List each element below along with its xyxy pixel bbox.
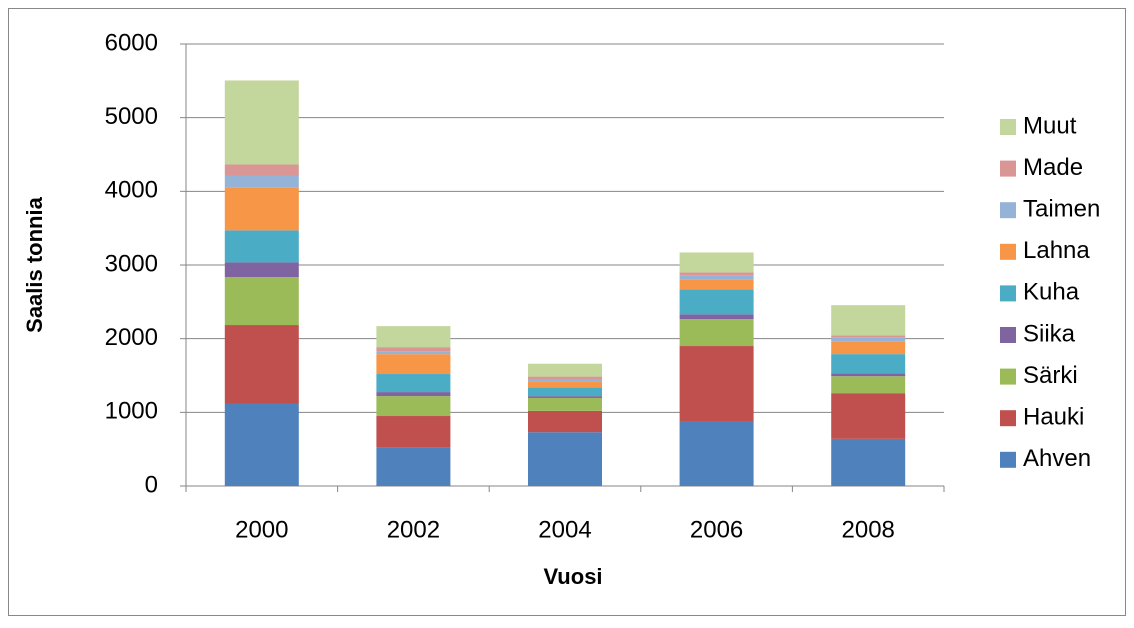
bar-segment bbox=[376, 392, 451, 397]
y-tick-label: 5000 bbox=[105, 103, 158, 130]
bar-segment bbox=[679, 319, 754, 347]
legend-label: Lahna bbox=[1023, 237, 1090, 264]
bar-segment bbox=[831, 373, 906, 377]
bar-segment bbox=[376, 351, 451, 355]
bar-segment bbox=[831, 341, 906, 355]
y-tick-label: 3000 bbox=[105, 250, 158, 277]
chart-border bbox=[8, 8, 1126, 616]
legend-label: Kuha bbox=[1023, 279, 1080, 306]
bar-segment bbox=[528, 432, 602, 486]
bar-segment bbox=[224, 262, 299, 278]
y-tick-label: 2000 bbox=[105, 324, 158, 351]
bar-segment bbox=[224, 187, 299, 231]
legend-swatch bbox=[1000, 327, 1016, 343]
bar-segment bbox=[376, 396, 451, 417]
bar-segment bbox=[831, 393, 906, 439]
bar-segment bbox=[528, 363, 602, 377]
bar-segment bbox=[224, 164, 299, 176]
bar-segment bbox=[224, 277, 299, 326]
bar-segment bbox=[831, 305, 906, 336]
bar-segment bbox=[528, 376, 602, 380]
bar-segment bbox=[528, 387, 602, 397]
bar-segment bbox=[679, 275, 754, 280]
y-tick-label: 0 bbox=[145, 471, 158, 498]
legend-swatch bbox=[1000, 119, 1016, 135]
bar-segment bbox=[679, 289, 754, 315]
bar-segment bbox=[376, 447, 451, 486]
bar-segment bbox=[528, 410, 602, 433]
bar-segment bbox=[528, 381, 602, 388]
x-axis-title: Vuosi bbox=[543, 564, 602, 589]
bar-segment bbox=[376, 326, 451, 348]
x-tick-label: 2006 bbox=[690, 516, 743, 543]
bar-segment bbox=[679, 421, 754, 486]
bar-segment bbox=[679, 252, 754, 273]
legend-swatch bbox=[1000, 410, 1016, 427]
bar-segment bbox=[679, 346, 754, 422]
legend-label: Ahven bbox=[1023, 445, 1091, 472]
bar-segment bbox=[528, 397, 602, 411]
bar-segment bbox=[224, 403, 299, 486]
x-tick-label: 2008 bbox=[842, 516, 895, 543]
bar-segment bbox=[831, 438, 906, 486]
bar-segment bbox=[679, 314, 754, 320]
legend-swatch bbox=[1000, 451, 1016, 468]
bar-segment bbox=[831, 335, 906, 338]
legend-label: Muut bbox=[1023, 112, 1077, 139]
legend-label: Särki bbox=[1023, 362, 1078, 389]
legend-label: Siika bbox=[1023, 320, 1076, 347]
legend-label: Made bbox=[1023, 154, 1083, 181]
bar-segment bbox=[224, 80, 299, 165]
bar-segment bbox=[831, 337, 906, 342]
bar-segment bbox=[679, 272, 754, 276]
legend-swatch bbox=[1000, 243, 1016, 260]
y-tick-label: 4000 bbox=[105, 177, 158, 204]
bar-segment bbox=[831, 354, 906, 374]
legend-label: Hauki bbox=[1023, 404, 1084, 431]
legend-swatch bbox=[1000, 160, 1016, 177]
bar-segment bbox=[224, 230, 299, 263]
bar-segment bbox=[224, 325, 299, 404]
legend-swatch bbox=[1000, 368, 1016, 385]
bar-segment bbox=[376, 374, 451, 393]
legend-swatch bbox=[1000, 202, 1016, 219]
legend-swatch bbox=[1000, 285, 1016, 302]
bar-segment bbox=[528, 379, 602, 382]
bar-segment bbox=[376, 416, 451, 448]
y-tick-label: 6000 bbox=[105, 29, 158, 56]
y-axis-title: Saalis tonnia bbox=[22, 196, 47, 332]
bar-segment bbox=[224, 175, 299, 188]
bar-segment bbox=[376, 354, 451, 375]
legend-label: Taimen bbox=[1023, 196, 1100, 223]
bar-segment bbox=[679, 279, 754, 290]
bar-segment bbox=[528, 396, 602, 398]
bar-segment bbox=[831, 376, 906, 394]
x-tick-label: 2002 bbox=[387, 516, 440, 543]
y-tick-label: 1000 bbox=[105, 398, 158, 425]
bar-segment bbox=[376, 347, 451, 352]
x-tick-label: 2000 bbox=[235, 516, 288, 543]
x-tick-label: 2004 bbox=[538, 516, 591, 543]
